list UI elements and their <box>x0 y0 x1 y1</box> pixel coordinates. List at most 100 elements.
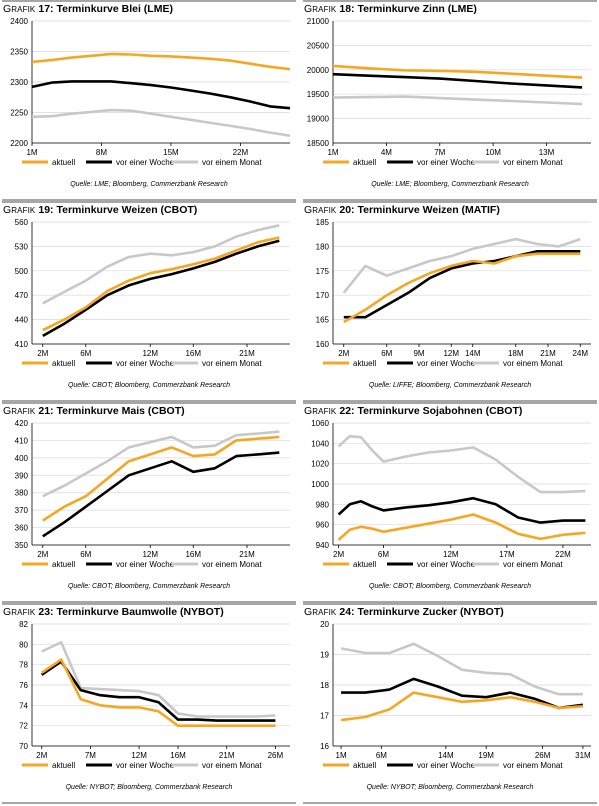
figure-number: 17: <box>38 3 57 15</box>
x-tick-label: 6M <box>378 550 389 559</box>
y-tick-label: 19500 <box>307 90 330 99</box>
y-tick-label: 390 <box>15 471 29 480</box>
chart-title: GRAFIK 23: Terminkurve Baumwolle (NYBOT) <box>3 606 224 618</box>
figure-prefix: GRAFIK <box>304 204 337 216</box>
bottom-rule <box>303 601 597 603</box>
x-tick-label: 19M <box>478 751 494 760</box>
figure-number: 22: <box>339 405 358 417</box>
figure-title: Terminkurve Sojabohnen (CBOT) <box>357 405 523 417</box>
series-line-2 <box>31 108 291 137</box>
series-line-2 <box>337 434 586 494</box>
x-tick-label: 6M <box>80 349 91 358</box>
x-tick-label: 14M <box>438 751 454 760</box>
chart-panel-24: GRAFIK 24: Terminkurve Zucker (NYBOT) Qu… <box>301 603 599 804</box>
legend-label: vor einer Woche <box>116 761 175 770</box>
legend-label: vor einer Woche <box>417 158 476 167</box>
figure-title: Terminkurve Baumwolle (NYBOT) <box>56 606 224 618</box>
chart-title: GRAFIK 22: Terminkurve Sojabohnen (CBOT) <box>304 405 522 417</box>
bottom-rule <box>303 400 597 402</box>
x-tick-label: 16M <box>185 550 201 559</box>
figure-number: 23: <box>38 606 57 618</box>
y-tick-label: 70 <box>19 742 28 751</box>
x-tick-label: 21M <box>239 349 255 358</box>
legend-label: vor einem Monat <box>503 761 563 770</box>
y-tick-label: 980 <box>316 500 330 509</box>
top-rule <box>2 603 296 605</box>
y-tick-label: 560 <box>15 218 29 227</box>
y-tick-label: 400 <box>15 454 29 463</box>
chart-svg: 2200 2250 2300 2350 2400 1M 8M 15M 22M aktuell vor… <box>10 17 291 167</box>
y-tick-label: 78 <box>19 661 28 670</box>
y-tick-label: 74 <box>19 701 28 710</box>
chart-svg: 160 165 170 175 180 185 2M 6M 9M 12M 14M 18M 21M 24M a… <box>316 218 591 368</box>
legend-label: vor einem Monat <box>202 761 262 770</box>
figure-prefix: GRAFIK <box>3 606 36 618</box>
x-tick-label: 1M <box>26 148 37 157</box>
x-tick-label: 6M <box>376 751 387 760</box>
y-tick-label: 18500 <box>307 139 330 148</box>
x-tick-label: 16M <box>170 751 186 760</box>
series-line-0 <box>42 435 280 522</box>
x-tick-label: 12M <box>131 751 147 760</box>
x-tick-label: 2M <box>338 349 349 358</box>
y-tick-label: 17 <box>320 712 329 721</box>
chart-source: Quelle: NYBOT; Bloomberg, Commerzbank Re… <box>366 784 534 791</box>
chart-title: GRAFIK 20: Terminkurve Weizen (MATIF) <box>304 204 500 216</box>
legend-label: vor einer Woche <box>116 560 175 569</box>
y-tick-label: 185 <box>316 218 330 227</box>
y-tick-label: 20500 <box>307 41 330 50</box>
legend-label: vor einem Monat <box>202 560 262 569</box>
figure-prefix: GRAFIK <box>3 204 36 216</box>
figure-title: Terminkurve Zinn (LME) <box>357 3 477 15</box>
y-tick-label: 440 <box>15 316 29 325</box>
y-tick-label: 370 <box>15 506 29 515</box>
top-rule <box>2 402 296 404</box>
legend-label: vor einem Monat <box>503 158 563 167</box>
x-tick-label: 13M <box>539 148 555 157</box>
top-rule <box>303 201 597 203</box>
y-tick-label: 165 <box>316 316 330 325</box>
chart-source: Quelle: LME; Bloomberg, Commerzbank Rese… <box>70 181 228 188</box>
y-tick-label: 350 <box>15 541 29 550</box>
y-tick-label: 160 <box>316 340 330 349</box>
x-tick-label: 16M <box>185 349 201 358</box>
bottom-rule <box>2 400 296 402</box>
series-line-1 <box>40 660 276 722</box>
bottom-rule <box>303 802 597 804</box>
figure-title: Terminkurve Blei (LME) <box>56 3 173 15</box>
chart-svg: 16 17 18 19 20 1M 6M 14M 19M 26M 31M aktuell vor ein… <box>320 620 591 770</box>
chart-title: GRAFIK 17: Terminkurve Blei (LME) <box>3 3 173 15</box>
legend-label: vor einer Woche <box>116 158 175 167</box>
y-tick-label: 18 <box>320 681 329 690</box>
chart-svg: 940 960 980 1000 1020 1040 1060 2M 6M 12M 17M 22M ak… <box>311 419 591 569</box>
figure-prefix: GRAFIK <box>304 606 337 618</box>
y-tick-label: 500 <box>15 267 29 276</box>
legend-label: aktuell <box>353 158 376 167</box>
legend-label: vor einem Monat <box>202 158 262 167</box>
x-tick-label: 26M <box>268 751 284 760</box>
y-tick-label: 470 <box>15 291 29 300</box>
legend-label: aktuell <box>353 761 376 770</box>
figure-title: Terminkurve Mais (CBOT) <box>56 405 185 417</box>
x-tick-label: 2M <box>37 550 48 559</box>
chart-title: GRAFIK 21: Terminkurve Mais (CBOT) <box>3 405 185 417</box>
x-tick-label: 24M <box>572 349 588 358</box>
chart-source: Quelle: CBOT; Bloomberg, Commerzbank Res… <box>368 583 532 590</box>
bottom-rule <box>2 601 296 603</box>
x-tick-label: 18M <box>508 349 524 358</box>
x-tick-label: 15M <box>163 148 179 157</box>
legend-label: vor einer Woche <box>417 761 476 770</box>
figure-number: 21: <box>38 405 57 417</box>
series-line-0 <box>340 691 583 722</box>
top-rule <box>303 603 597 605</box>
y-tick-label: 82 <box>19 620 28 629</box>
y-tick-label: 2250 <box>10 109 28 118</box>
x-tick-label: 22M <box>233 148 249 157</box>
figure-number: 19: <box>38 204 57 216</box>
chart-panel-22: GRAFIK 22: Terminkurve Sojabohnen (CBOT)… <box>301 402 599 603</box>
x-tick-label: 4M <box>381 148 392 157</box>
series-line-2 <box>340 642 583 696</box>
chart-panel-20: GRAFIK 20: Terminkurve Weizen (MATIF) Qu… <box>301 201 599 402</box>
x-tick-label: 8M <box>96 148 107 157</box>
x-tick-label: 10M <box>485 148 501 157</box>
